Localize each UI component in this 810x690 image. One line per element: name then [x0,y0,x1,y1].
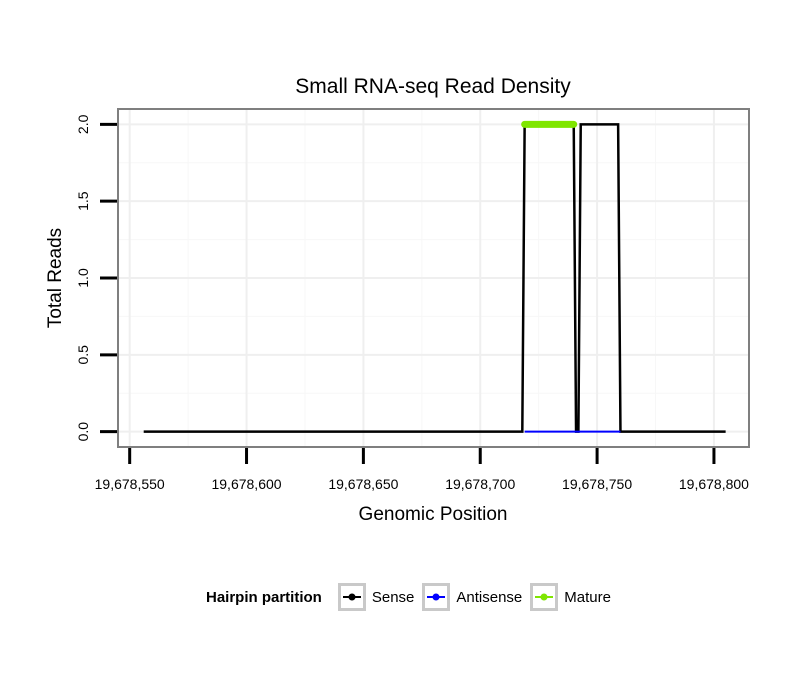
panel-border [117,108,750,448]
y-tick-label: 2.0 [75,114,91,134]
x-tick-label: 19,678,750 [562,476,632,492]
grid-major [118,109,749,447]
legend-key-sense-icon [337,583,366,611]
legend: Hairpin partition Sense Antisense Mature [206,580,619,614]
legend-label-mature: Mature [564,588,611,606]
x-tick-label: 19,678,650 [328,476,398,492]
x-tick-label: 19,678,550 [95,476,165,492]
legend-title: Hairpin partition [206,588,322,606]
legend-label-sense: Sense [371,588,415,606]
series-layer [143,120,726,433]
y-axis-label: Total Reads [45,228,66,328]
legend-key-mature-icon [530,583,559,611]
x-tick-label: 19,678,600 [211,476,281,492]
x-tick-label: 19,678,700 [445,476,515,492]
x-tick-label: 19,678,800 [679,476,749,492]
legend-key-antisense-icon [422,583,451,611]
y-axis: 0.0 0.5 1.0 1.5 2.0 [75,114,117,441]
y-tick-label: 0.5 [75,345,91,365]
y-tick-label: 1.5 [75,191,91,211]
legend-item-mature[interactable]: Mature [530,583,611,611]
y-tick-label: 0.0 [75,422,91,442]
x-axis: 19,678,550 19,678,600 19,678,650 19,678,700… [95,448,749,492]
legend-item-antisense[interactable]: Antisense [422,583,522,611]
legend-item-sense[interactable]: Sense [337,583,415,611]
chart-title: Small RNA-seq Read Density [295,75,571,98]
x-axis-label: Genomic Position [359,504,508,525]
legend-label-antisense: Antisense [456,588,523,606]
y-tick-label: 1.0 [75,268,91,288]
